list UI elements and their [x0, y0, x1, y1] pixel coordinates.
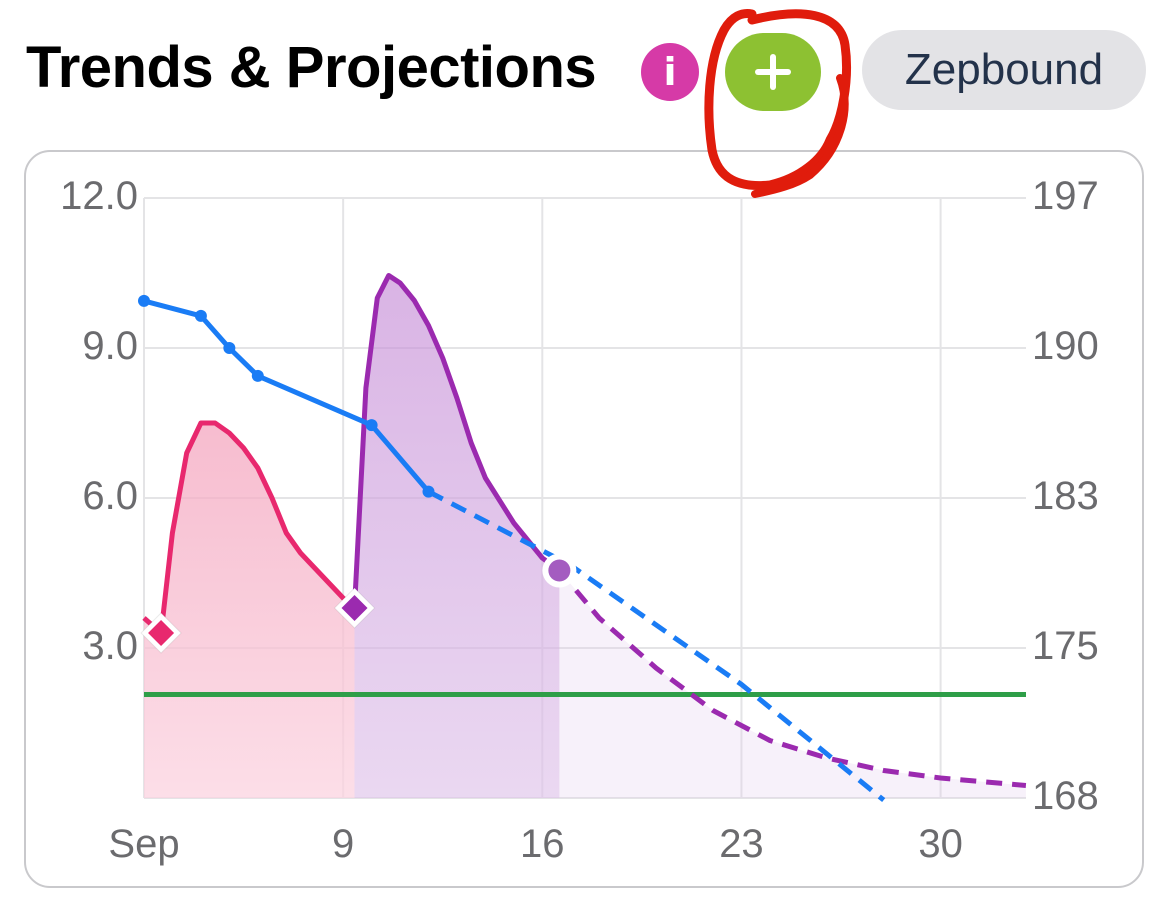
dose-marker-purple	[341, 595, 368, 621]
weight-line	[143, 298, 431, 494]
dose-line-purple	[352, 273, 561, 609]
current-level-marker	[548, 559, 571, 582]
y-right-tick-label: 190	[1032, 324, 1099, 368]
y-left-tick-label: 12.0	[60, 174, 138, 218]
weight-point	[365, 419, 378, 432]
x-tick-label: 23	[719, 822, 764, 866]
dose-marker-pink	[148, 620, 175, 646]
x-tick-label: 16	[520, 822, 565, 866]
info-button[interactable]: i	[641, 43, 699, 101]
dose-area-purple	[354, 275, 560, 798]
x-tick-label: 9	[332, 822, 355, 866]
y-left-tick-label: 6.0	[82, 474, 138, 518]
y-right-tick-label: 168	[1032, 774, 1099, 818]
x-tick-label: 30	[918, 822, 963, 866]
info-icon: i	[663, 50, 677, 94]
y-left-tick-label: 3.0	[82, 624, 138, 668]
dose-line-pink	[142, 420, 357, 636]
y-left-tick-label: 9.0	[82, 324, 138, 368]
y-right-tick-label: 197	[1032, 174, 1099, 218]
weight-point	[194, 309, 207, 322]
weight-point	[251, 369, 264, 382]
weight-point	[223, 342, 236, 354]
weight-projection-line	[427, 489, 886, 803]
x-tick-label: Sep	[108, 822, 180, 866]
section-title: Trends & Projections	[26, 35, 597, 100]
weight-point	[138, 294, 150, 307]
y-right-tick-label: 183	[1032, 474, 1099, 518]
weight-point	[422, 485, 435, 498]
dose-projection-line	[557, 568, 1027, 788]
dose-area-pink	[144, 423, 355, 798]
y-right-tick-label: 175	[1032, 624, 1099, 668]
medication-selector[interactable]: Zepbound	[862, 30, 1146, 110]
dose-area-projection	[559, 570, 1026, 798]
